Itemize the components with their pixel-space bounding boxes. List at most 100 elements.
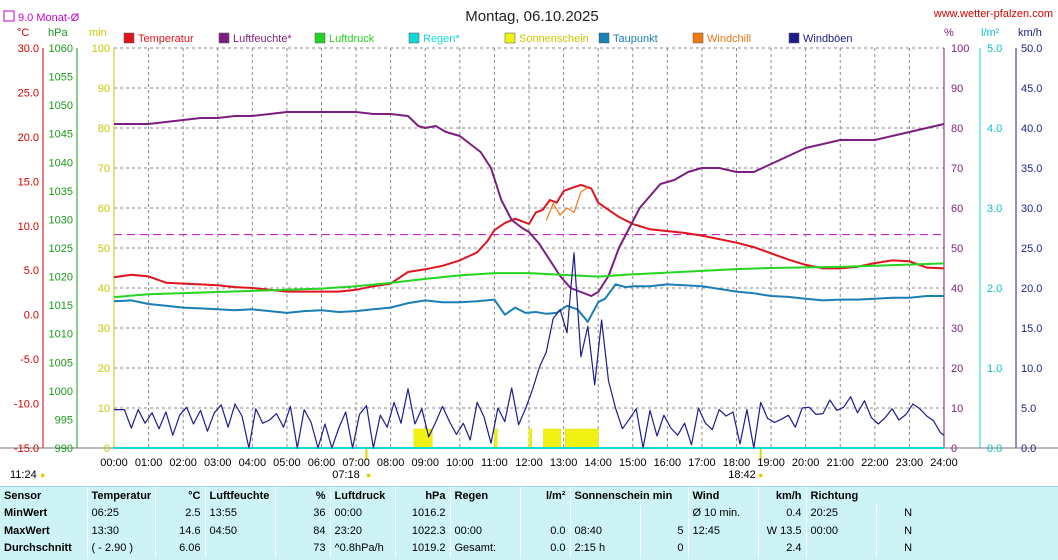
hum-time: 04:50 [205, 522, 276, 540]
x-tick-label: 04:00 [239, 457, 267, 469]
x-tick-label: 03:00 [204, 457, 232, 469]
rain-tick-label: 2.0 [987, 283, 1002, 295]
x-tick-label: 06:00 [308, 457, 336, 469]
series-taupunkt [113, 283, 944, 323]
x-tick-label: 20:00 [792, 457, 820, 469]
rain-value [520, 504, 571, 522]
sun-tick-label: 0 [104, 443, 110, 455]
daylength-sun-icon: ● [40, 470, 45, 480]
pressure-tick-label: 1055 [49, 72, 73, 84]
wind-tick-label: 5.0 [1021, 403, 1036, 415]
rain-unit-label: l/m² [981, 27, 1000, 39]
wind-tick-label: 50.0 [1021, 43, 1042, 55]
humidity-tick-label: 10 [951, 403, 963, 415]
hum-time [205, 539, 276, 557]
pressure-unit-label: hPa [48, 27, 68, 39]
humidity-tick-label: 90 [951, 83, 963, 95]
humidity-tick-label: 60 [951, 203, 963, 215]
pressure-tick-label: 1025 [49, 243, 73, 255]
rain-time: Gesamt: [450, 539, 521, 557]
wind-time [688, 539, 759, 557]
wind-tick-label: 45.0 [1021, 83, 1042, 95]
sun-tick-label: 90 [98, 83, 110, 95]
rain-time [450, 504, 521, 522]
wind-tick-label: 40.0 [1021, 123, 1042, 135]
x-tick-label: 14:00 [584, 457, 612, 469]
wind-value: W 13.5 [758, 522, 807, 540]
legend-label: Windchill [707, 33, 751, 45]
hum-value: 84 [275, 522, 331, 540]
hdr-temp-unit: °C [155, 487, 206, 505]
dir-time: 20:25 [806, 504, 877, 522]
temp-value: 2.5 [155, 504, 206, 522]
pressure-tick-label: 1045 [49, 129, 73, 141]
sunrise-marker [365, 448, 368, 460]
pressure-tick-label: 990 [55, 443, 73, 455]
temp-tick-label: 5.0 [24, 265, 39, 277]
series-windchill [545, 187, 589, 221]
rain-tick-label: 4.0 [987, 123, 1002, 135]
chart-title: Montag, 06.10.2025 [465, 8, 598, 25]
x-tick-label: 05:00 [273, 457, 301, 469]
press-value: 1022.3 [395, 522, 451, 540]
sun-time: 2:15 h [570, 539, 641, 557]
legend-label: Windböen [803, 33, 853, 45]
legend-swatch [598, 32, 610, 44]
legend-label: Temperatur [138, 33, 194, 45]
hdr-press: Luftdruck [330, 487, 396, 505]
sunset-marker [759, 448, 762, 460]
sunrise-icon: ● [366, 470, 371, 480]
hdr-wind-unit: km/h [758, 487, 807, 505]
pressure-tick-label: 1050 [49, 100, 73, 112]
legend: Temperatur Luftfeuchte* Luftdruck Regen* Son… [123, 32, 853, 45]
pressure-tick-label: 1020 [49, 272, 73, 284]
humidity-tick-label: 50 [951, 243, 963, 255]
hdr-wind: Wind [688, 487, 759, 505]
sunshine-bar [543, 428, 562, 449]
pressure-tick-label: 1035 [49, 186, 73, 198]
humidity-unit-label: % [944, 27, 954, 39]
row-label: MaxWert [0, 522, 88, 540]
monthly-avg-legend-box [3, 10, 15, 22]
stats-header-row: Sensor Temperatur °C Luftfeuchte % Luftd… [0, 487, 916, 505]
x-tick-label: 21:00 [826, 457, 854, 469]
sunshine-bar [494, 428, 498, 449]
legend-label: Luftdruck [329, 33, 375, 45]
hum-time: 13:55 [205, 504, 276, 522]
legend-label: Regen* [423, 33, 460, 45]
hum-value: 73 [275, 539, 331, 557]
sun-tick-label: 10 [98, 403, 110, 415]
source-link[interactable]: www.wetter-pfalzen.com [933, 8, 1053, 20]
humidity-tick-label: 100 [951, 43, 969, 55]
sun-tick-label: 60 [98, 203, 110, 215]
hdr-press-unit: hPa [395, 487, 451, 505]
stats-row-min: MinWert 06:25 2.5 13:55 36 00:00 1016.2 … [0, 504, 916, 522]
rain-tick-label: 5.0 [987, 43, 1002, 55]
x-tick-label: 23:00 [896, 457, 924, 469]
sunshine-bar [413, 428, 433, 449]
sun-tick-label: 40 [98, 283, 110, 295]
hum-value: 36 [275, 504, 331, 522]
pressure-tick-label: 1005 [49, 357, 73, 369]
stats-table: Sensor Temperatur °C Luftfeuchte % Luftd… [0, 487, 916, 557]
humidity-tick-label: 30 [951, 323, 963, 335]
hdr-hum: Luftfeuchte [205, 487, 276, 505]
wind-time: Ø 10 min. [688, 504, 759, 522]
temp-tick-label: 10.0 [18, 221, 39, 233]
pressure-tick-label: 1040 [49, 157, 73, 169]
press-time: 23:20 [330, 522, 396, 540]
hdr-rain-unit: l/m² [520, 487, 571, 505]
sunset-label: 18:42 [728, 469, 756, 481]
x-tick-label: 09:00 [411, 457, 439, 469]
wind-tick-label: 10.0 [1021, 363, 1042, 375]
pressure-tick-label: 1060 [49, 43, 73, 55]
pressure-tick-label: 995 [55, 414, 73, 426]
hdr-temp: Temperatur [87, 487, 156, 505]
x-tick-label: 00:00 [100, 457, 128, 469]
sunrise-label: 07:18 [332, 469, 360, 481]
x-tick-label: 02:00 [169, 457, 197, 469]
pressure-tick-label: 1010 [49, 329, 73, 341]
pressure-tick-label: 1000 [49, 386, 73, 398]
row-label: MinWert [0, 504, 88, 522]
humidity-tick-label: 80 [951, 123, 963, 135]
